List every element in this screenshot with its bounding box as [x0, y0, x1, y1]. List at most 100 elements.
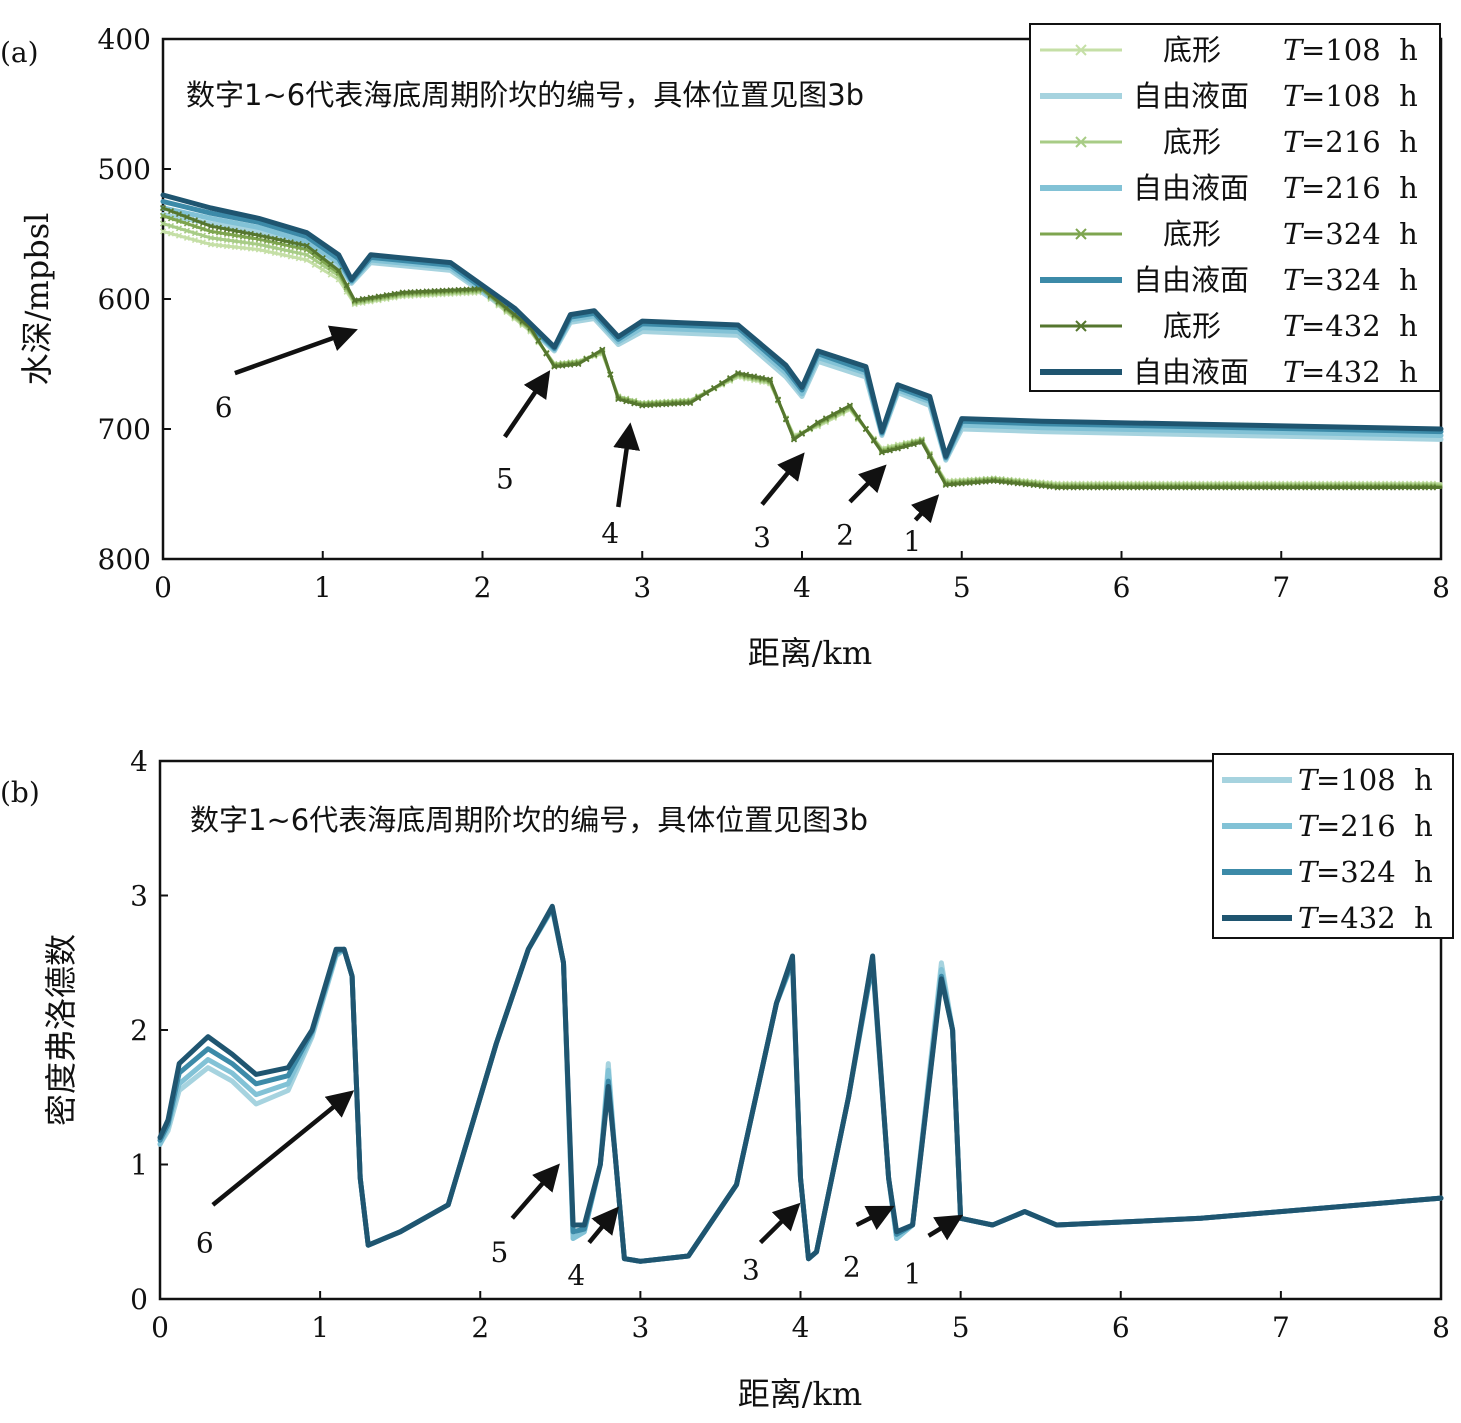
series-marker — [1286, 484, 1293, 491]
series-marker — [1126, 484, 1133, 491]
arrow-label: 4 — [601, 517, 619, 550]
x-axis-label: 距离/km — [748, 634, 873, 672]
series-marker — [167, 222, 175, 230]
series-marker — [231, 227, 238, 234]
series-marker — [1413, 484, 1421, 491]
series-marker — [623, 398, 630, 405]
y-tick-label: 4 — [130, 745, 148, 778]
legend-t-symbol: T — [1283, 355, 1305, 389]
arrow-4 — [587, 1206, 620, 1244]
series-marker — [215, 224, 222, 231]
arrow-1 — [910, 494, 940, 524]
series-marker — [207, 234, 214, 241]
series-marker — [1174, 484, 1181, 491]
legend-t-symbol: T — [1283, 125, 1305, 159]
y-tick-label: 1 — [130, 1149, 148, 1182]
arrow-label: 5 — [496, 462, 514, 495]
legend-box — [1029, 23, 1441, 392]
series-marker — [263, 233, 270, 241]
series-marker — [1078, 484, 1085, 491]
series-marker — [886, 447, 893, 454]
series-marker — [191, 230, 199, 237]
series-marker — [743, 371, 750, 378]
arrow-label: 6 — [196, 1227, 214, 1260]
series-marker — [431, 287, 438, 295]
series-marker — [167, 207, 175, 215]
series-marker — [199, 225, 207, 232]
series-marker — [471, 285, 478, 293]
x-tick-label: 0 — [151, 1311, 169, 1344]
series-marker — [798, 430, 806, 437]
legend-t-symbol: T — [1298, 901, 1320, 935]
x-tick-label: 1 — [314, 571, 332, 604]
series-marker — [215, 235, 222, 243]
y-axis-label: 水深/mpbsl — [18, 213, 56, 386]
series-marker — [279, 246, 286, 253]
series-marker — [1374, 484, 1381, 491]
series-marker — [439, 287, 446, 294]
series-marker — [958, 480, 965, 487]
arrow-label: 1 — [904, 1257, 922, 1290]
series-marker — [1110, 484, 1117, 491]
series-marker — [830, 410, 838, 418]
series-marker — [303, 256, 310, 264]
chart-annotation: 数字1~6代表海底周期阶坎的编号，具体位置见图3b — [190, 803, 868, 837]
series-marker — [950, 481, 957, 488]
series-marker — [1070, 484, 1077, 491]
x-tick-label: 0 — [154, 571, 172, 604]
series-marker — [359, 295, 366, 303]
series-marker — [399, 289, 406, 296]
series-marker — [782, 416, 790, 423]
legend-label: 底形 — [1163, 33, 1221, 67]
series-marker — [1094, 484, 1101, 491]
series-marker — [1262, 484, 1269, 491]
y-tick-label: 2 — [130, 1014, 148, 1047]
series-marker — [295, 240, 302, 248]
legend-t-symbol: T — [1298, 855, 1320, 889]
series-marker — [159, 220, 167, 227]
series-marker — [191, 237, 199, 244]
arrow-3 — [760, 452, 805, 506]
series-marker — [215, 242, 222, 249]
legend-t-symbol: T — [1298, 763, 1320, 797]
series-marker — [687, 399, 694, 407]
y-tick-label: 3 — [130, 880, 148, 913]
x-axis-label: 距离/km — [738, 1375, 863, 1413]
series-marker — [974, 479, 981, 486]
legend-t-symbol: T — [1283, 33, 1305, 67]
series-marker — [1405, 484, 1413, 491]
legend-label: 自由液面 — [1133, 355, 1249, 389]
series-marker — [1350, 484, 1357, 491]
series-marker — [1086, 484, 1093, 491]
series-marker — [295, 255, 302, 262]
series-marker — [287, 248, 294, 255]
series-marker — [942, 481, 949, 488]
series-marker — [1198, 484, 1205, 491]
arrow-2 — [855, 1205, 895, 1231]
x-tick-label: 7 — [1272, 1311, 1290, 1344]
series-marker — [1302, 484, 1309, 491]
arrow-5 — [510, 1163, 560, 1220]
series-marker — [367, 294, 374, 301]
series-marker — [1358, 484, 1365, 491]
legend-box — [1212, 753, 1454, 939]
series-marker — [1102, 484, 1109, 491]
series-marker — [1421, 484, 1429, 491]
series-marker — [1182, 484, 1189, 491]
series-marker — [982, 478, 989, 485]
legend-marker — [1075, 228, 1087, 240]
x-tick-label: 3 — [631, 1311, 649, 1344]
series-marker — [247, 245, 254, 252]
series-marker — [183, 227, 191, 234]
series-marker — [247, 240, 254, 247]
series-marker — [271, 244, 278, 251]
series-marker — [671, 400, 678, 407]
series-marker — [1366, 484, 1373, 491]
series-marker — [1334, 484, 1341, 491]
series-marker — [719, 380, 726, 387]
series-marker — [1254, 484, 1261, 491]
series-marker — [711, 384, 718, 392]
legend-t-value: =108 h — [1301, 33, 1418, 67]
series-marker — [175, 217, 183, 225]
